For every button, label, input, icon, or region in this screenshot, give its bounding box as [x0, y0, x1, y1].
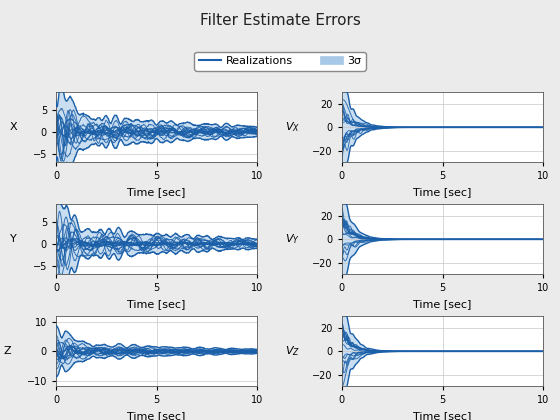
X-axis label: Time [sec]: Time [sec] [413, 299, 472, 309]
Y-axis label: $V_{Y}$: $V_{Y}$ [286, 233, 300, 246]
Y-axis label: $V_{X}$: $V_{X}$ [286, 121, 300, 134]
Y-axis label: X: X [10, 122, 17, 132]
X-axis label: Time [sec]: Time [sec] [128, 299, 186, 309]
Text: Filter Estimate Errors: Filter Estimate Errors [199, 13, 361, 28]
X-axis label: Time [sec]: Time [sec] [128, 187, 186, 197]
X-axis label: Time [sec]: Time [sec] [128, 411, 186, 420]
Y-axis label: $V_{Z}$: $V_{Z}$ [286, 344, 300, 358]
X-axis label: Time [sec]: Time [sec] [413, 187, 472, 197]
Y-axis label: Y: Y [10, 234, 17, 244]
Y-axis label: Z: Z [3, 346, 11, 357]
X-axis label: Time [sec]: Time [sec] [413, 411, 472, 420]
Legend: Realizations, 3σ: Realizations, 3σ [194, 52, 366, 71]
